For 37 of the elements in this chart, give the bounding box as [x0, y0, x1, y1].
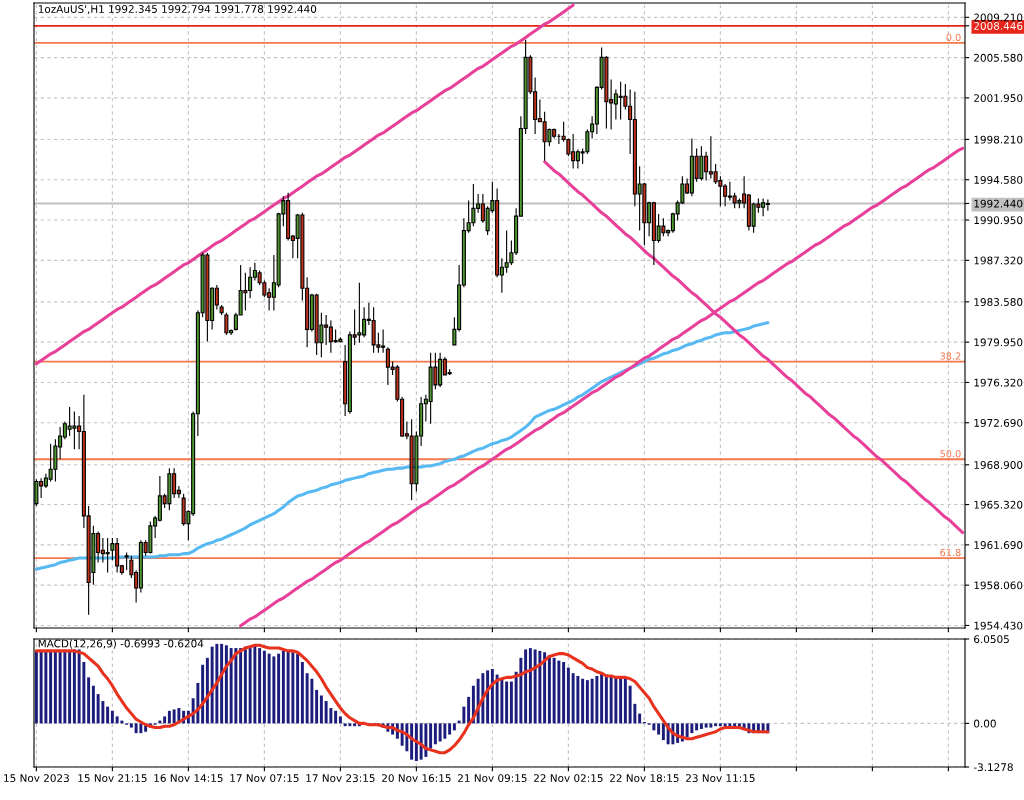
chart-title: 1ozAuUS',H1 1992.345 1992.794 1991.778 1992.440	[38, 5, 317, 14]
y-tick-label: 1961.690	[974, 541, 1023, 549]
y-tick-label: 1987.320	[974, 256, 1023, 265]
y-tick-label: 1994.580	[974, 175, 1023, 184]
annotation: 61.8	[940, 548, 961, 557]
y-tick-label: 1968.900	[974, 461, 1023, 469]
annotation: 38.2	[940, 352, 961, 360]
x-tick-label: 17 Nov 07:15	[230, 774, 299, 783]
y-tick-label: 6.0505	[974, 635, 1009, 644]
chart-title: MACD(12,26,9) -0.6993 -0.6204	[38, 639, 204, 649]
y-tick-label: 2001.950	[974, 94, 1023, 103]
y-tick-label: 1983.580	[974, 298, 1023, 306]
y-tick-label: 1954.430	[974, 621, 1023, 630]
y-tick-label: 1972.690	[974, 418, 1023, 427]
x-tick-label: 22 Nov 18:15	[610, 774, 679, 783]
x-tick-label: 23 Nov 11:15	[686, 774, 755, 783]
x-tick-label: 20 Nov 16:15	[382, 774, 451, 783]
x-tick-label: 21 Nov 09:15	[458, 774, 527, 783]
x-tick-label: 17 Nov 23:15	[306, 774, 375, 783]
y-tick-label: 1998.210	[974, 135, 1023, 144]
y-tick-label: 1965.320	[974, 500, 1023, 509]
y-tick-label: 1992.440	[974, 199, 1023, 208]
y-tick-label: 1958.060	[974, 581, 1023, 590]
y-tick-label: 2009.210	[974, 13, 1023, 22]
annotation: 50.0	[940, 450, 961, 458]
y-tick-label: 0.00	[974, 719, 996, 728]
x-tick-label: 22 Nov 02:15	[534, 774, 603, 783]
y-tick-label: -3.1278	[973, 763, 1013, 772]
annotation: 0.0	[946, 33, 961, 42]
y-tick-label: 1990.950	[974, 216, 1023, 225]
x-tick-label: 16 Nov 14:15	[154, 774, 223, 783]
y-tick-label: 2005.580	[974, 53, 1023, 62]
y-tick-label: 1979.950	[974, 338, 1023, 347]
x-tick-label: 15 Nov 2023	[4, 774, 69, 783]
y-tick-label: 2008.446	[974, 22, 1023, 30]
y-tick-label: 1976.320	[974, 378, 1023, 387]
x-tick-label: 15 Nov 21:15	[78, 774, 147, 783]
